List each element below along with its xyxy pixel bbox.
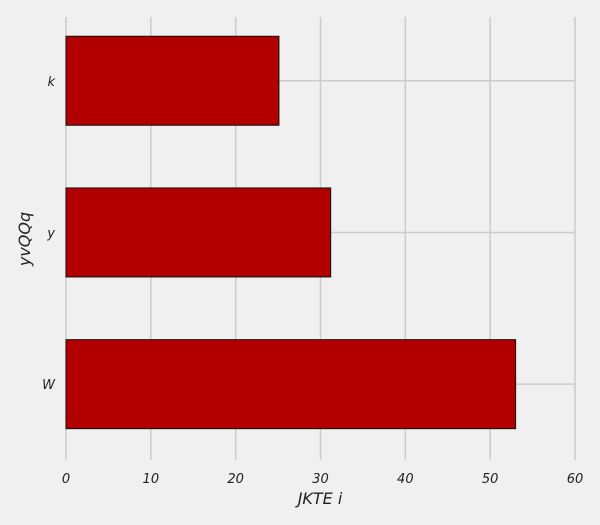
x-tick-label-0: 0 — [62, 472, 70, 487]
bar-W — [65, 339, 517, 430]
bar-k — [65, 35, 280, 126]
x-axis-label: JKTE i — [295, 489, 343, 508]
x-tick-label-5: 50 — [482, 472, 499, 487]
x-tick-label-3: 30 — [312, 472, 329, 487]
x-tick-labels: 0 10 20 30 40 50 60 — [62, 472, 583, 487]
y-axis-label: yvQQq — [15, 212, 34, 267]
x-tick-label-4: 40 — [397, 472, 414, 487]
bar-y — [65, 187, 332, 278]
y-tick-label-1: y — [46, 226, 55, 241]
x-tick-label-1: 10 — [143, 472, 160, 487]
x-tick-label-2: 20 — [227, 472, 244, 487]
bars — [65, 35, 517, 430]
y-tick-label-0: W — [42, 378, 56, 393]
y-tick-labels: Wy k — [42, 75, 56, 393]
x-tick-label-6: 60 — [567, 472, 584, 487]
y-tick-label-2: k — [47, 75, 55, 90]
